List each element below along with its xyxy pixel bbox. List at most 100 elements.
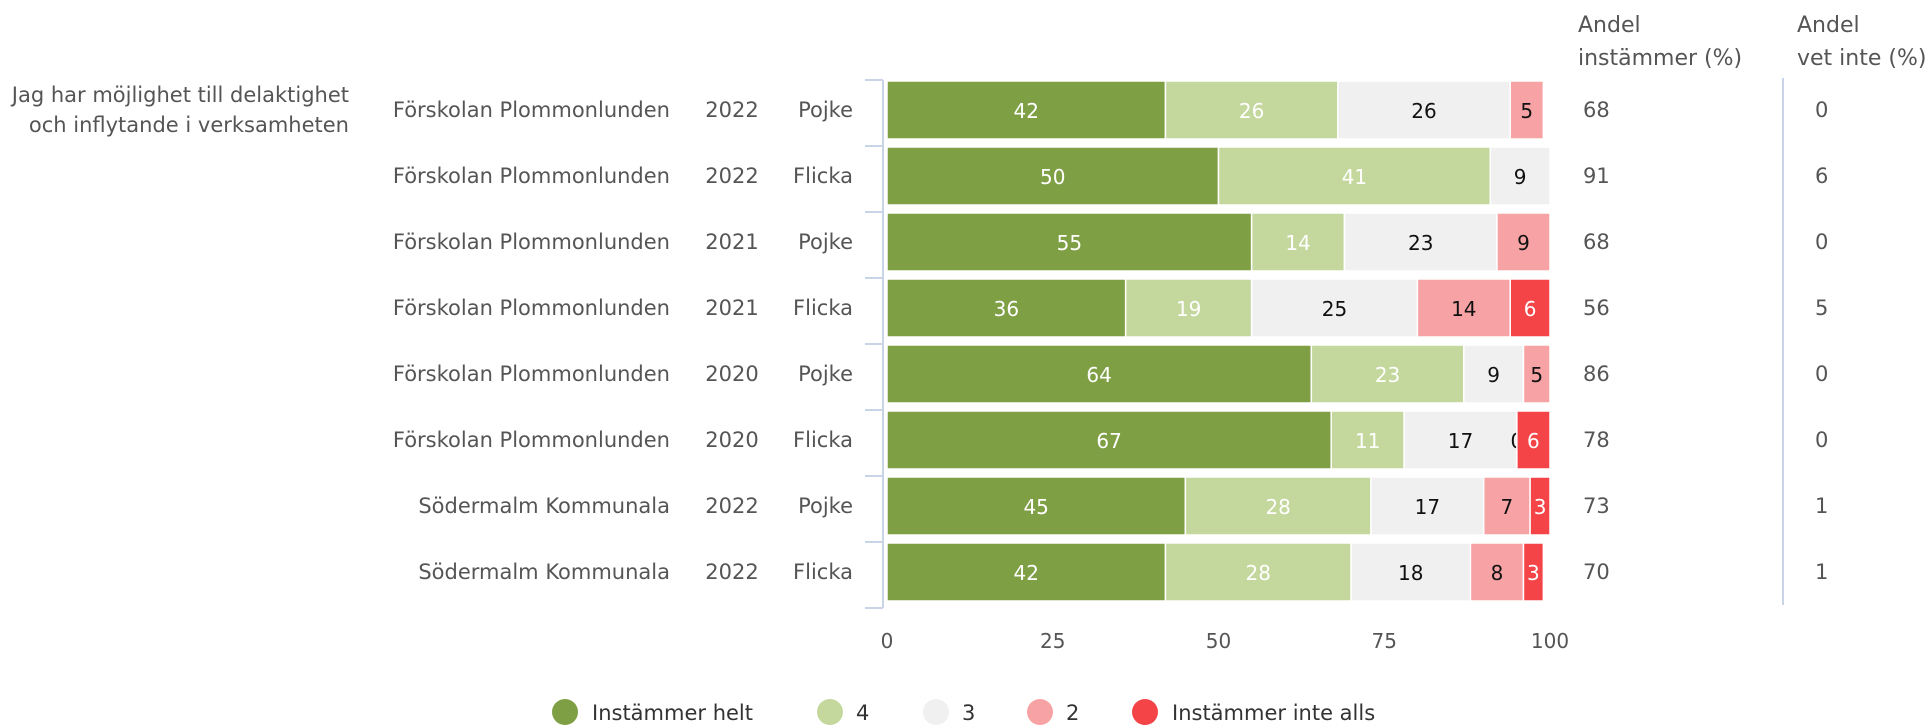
row-school-label: Förskolan Plommonlunden [393,164,670,188]
segment-instammer-inte-alls [1529,476,1551,536]
legend-swatch [817,699,843,725]
row-gender-label: Flicka [793,428,853,452]
segment-value-label: 5 [1530,363,1543,387]
segment-value-label: 26 [1239,99,1264,123]
agree-share-value: 68 [1583,98,1610,122]
agree-share-value: 68 [1583,230,1610,254]
dont-know-share-header: vet inte (%) [1797,46,1925,71]
dont-know-share-value: 0 [1815,98,1828,122]
segment-3 [1489,146,1551,206]
segment-3 [1337,80,1511,140]
row-year-label: 2022 [705,560,758,584]
segment-value-label: 14 [1285,231,1310,255]
segment-instammer-inte-alls [1516,410,1551,470]
row-school-label: Förskolan Plommonlunden [393,362,670,386]
segment-value-label: 8 [1491,561,1504,585]
segment-4 [1164,80,1339,140]
row-gender-label: Flicka [793,164,853,188]
row-gender-label: Flicka [793,560,853,584]
row-year-label: 2022 [705,98,758,122]
segment-instammer-helt [886,410,1332,470]
row-school-label: Förskolan Plommonlunden [393,296,670,320]
segment-instammer-helt [886,212,1253,272]
segment-value-label: 14 [1451,297,1476,321]
legend-swatch [1027,699,1053,725]
share-columns: 68 0 91 6 68 0 56 5 86 0 78 0 73 1 70 1 [1583,78,1828,605]
question-label-line: Jag har möjlighet till delaktighet [10,83,349,107]
dont-know-share-value: 0 [1815,362,1828,386]
row-labels: Förskolan Plommonlunden 2022 Pojke Förskola… [393,98,853,584]
segment-value-label: 42 [1014,99,1039,123]
row-year-label: 2022 [705,164,758,188]
segment-4 [1217,146,1492,206]
row-gender-label: Pojke [798,494,853,518]
x-tick-label: 25 [1040,629,1065,653]
segment-3 [1350,542,1472,602]
segment-4 [1250,212,1346,272]
agree-share-value: 86 [1583,362,1610,386]
dont-know-share-value: 0 [1815,230,1828,254]
segment-value-label: 26 [1411,99,1436,123]
dont-know-share-value: 1 [1815,494,1828,518]
x-axis-ticks: 0 25 50 75 100 [881,629,1569,653]
column-headers: Andel instämmer (%) Andel vet inte (%) [1578,13,1925,71]
segment-2 [1496,212,1551,272]
segment-instammer-helt [886,146,1220,206]
segment-value-label: 3 [1527,561,1540,585]
agree-share-header: Andel [1578,13,1641,38]
segment-3 [1250,278,1419,338]
legend-swatch [1132,699,1158,725]
x-tick-label: 100 [1531,629,1569,653]
segment-2 [1482,476,1531,536]
row-year-label: 2022 [705,494,758,518]
row-school-label: Förskolan Plommonlunden [393,428,670,452]
agree-share-value: 56 [1583,296,1610,320]
segment-value-label: 41 [1342,165,1367,189]
segment-3 [1370,476,1485,536]
legend-swatch [923,699,949,725]
segment-3 [1463,344,1525,404]
segment-value-label: 28 [1265,495,1290,519]
segment-value-label: 9 [1517,231,1530,255]
segment-value-label: 45 [1023,495,1048,519]
x-tick-label: 50 [1206,629,1231,653]
segment-value-label: 55 [1057,231,1082,255]
segment-value-label: 28 [1246,561,1271,585]
legend-label: 3 [962,701,975,725]
segment-value-label: 18 [1398,561,1423,585]
segment-value-label: 64 [1086,363,1111,387]
segment-2 [1416,278,1511,338]
segment-instammer-helt [886,278,1127,338]
segment-value-label: 3 [1534,495,1547,519]
agree-share-value: 73 [1583,494,1610,518]
segment-4 [1310,344,1465,404]
agree-share-value: 70 [1583,560,1610,584]
segment-value-label: 17 [1415,495,1440,519]
row-year-label: 2020 [705,428,758,452]
agree-share-value: 91 [1583,164,1610,188]
legend: Instämmer helt 4 3 2 Instämmer inte alls [552,699,1375,725]
segment-value-label: 23 [1408,231,1433,255]
segment-4 [1164,542,1352,602]
question-label: Jag har möjlighet till delaktighet och in… [10,83,349,137]
segment-value-label: 42 [1014,561,1039,585]
row-school-label: Södermalm Kommunala [418,494,670,518]
dont-know-share-value: 1 [1815,560,1828,584]
row-gender-label: Pojke [798,362,853,386]
segment-instammer-inte-alls [1509,278,1551,338]
row-school-label: Förskolan Plommonlunden [393,230,670,254]
legend-label: 2 [1066,701,1079,725]
segment-2 [1509,80,1545,140]
legend-label: 4 [856,701,869,725]
question-label-line: och inflytande i verksamheten [29,113,349,137]
row-year-label: 2020 [705,362,758,386]
segment-3 [1343,212,1498,272]
row-school-label: Södermalm Kommunala [418,560,670,584]
dont-know-share-header: Andel [1797,13,1860,38]
segment-value-label: 6 [1524,297,1537,321]
row-gender-label: Pojke [798,230,853,254]
segment-instammer-inte-alls [1522,542,1545,602]
segment-value-label: 9 [1487,363,1500,387]
segment-value-label: 50 [1040,165,1065,189]
